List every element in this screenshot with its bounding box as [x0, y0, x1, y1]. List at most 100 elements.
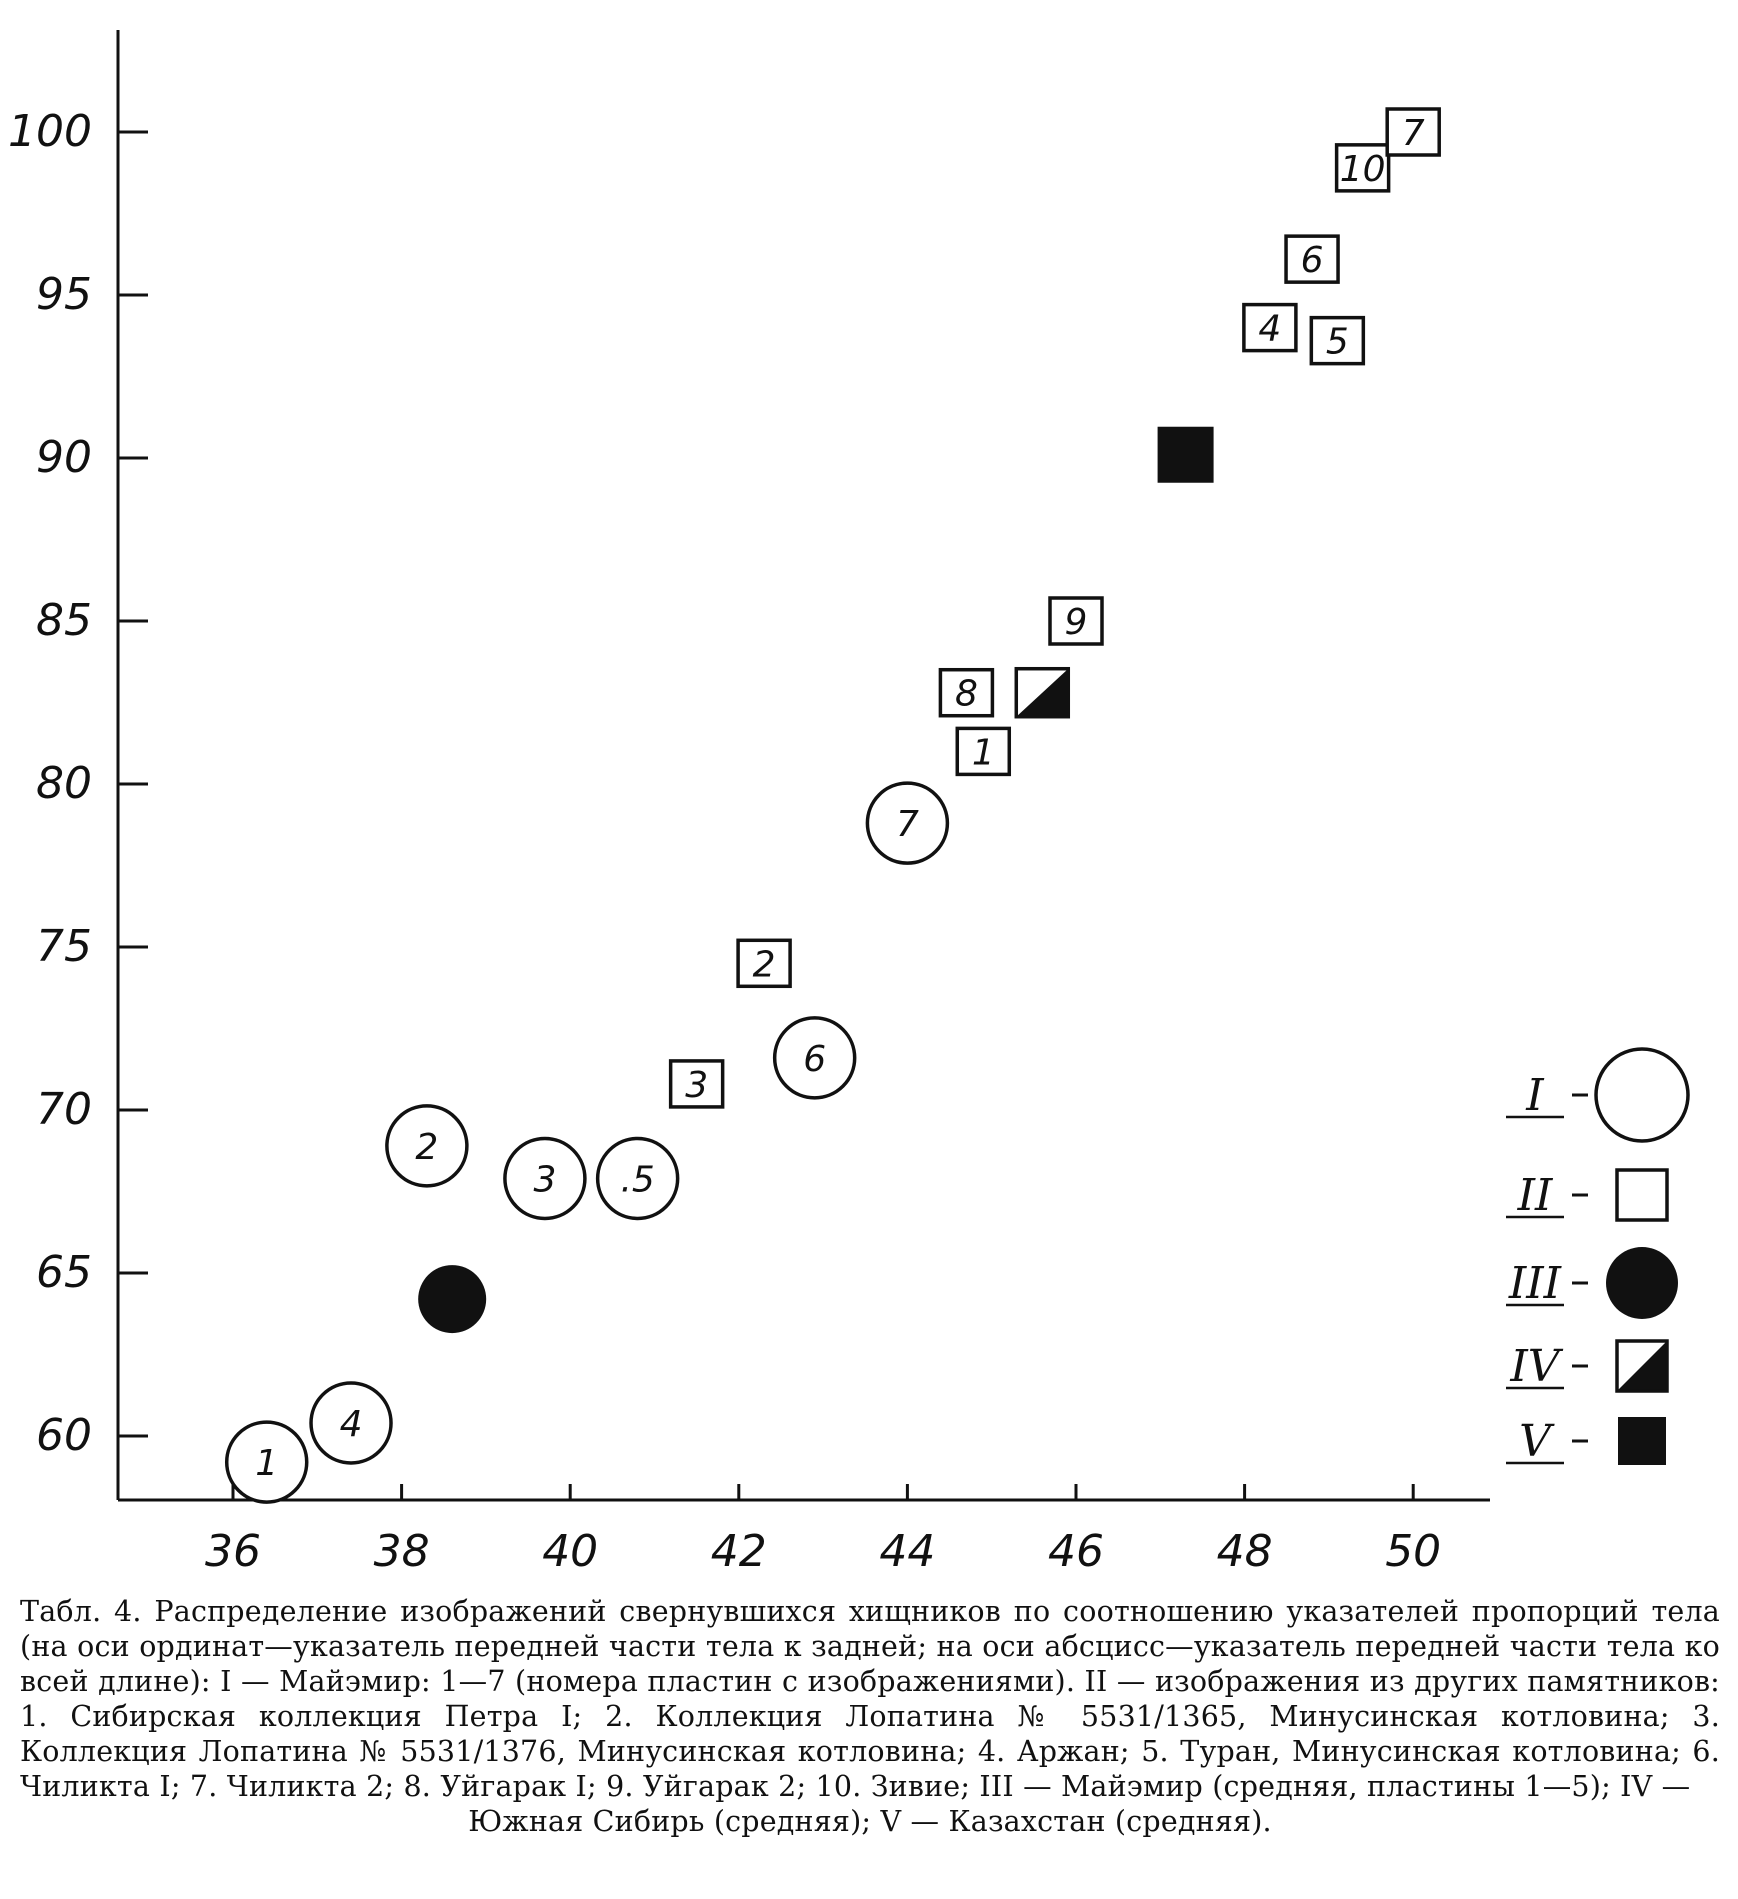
marker-half-fill — [1016, 668, 1069, 717]
x-ticks: 36 38 40 42 44 46 48 50 — [205, 1484, 1441, 1570]
data-point-square-open: 5 — [1309, 315, 1366, 366]
caption-text: Табл. 4. Распределение изображений сверн… — [20, 1595, 1720, 1803]
y-tick-label: 65 — [36, 1247, 92, 1298]
marker-circle-open — [595, 1136, 680, 1221]
caption-last-line: Южная Сибирь (средняя); V — Казахстан (с… — [468, 1805, 1272, 1838]
marker-square-open — [1284, 234, 1340, 284]
data-point-circle-open: 7 — [865, 781, 950, 865]
y-tick-label: 75 — [36, 921, 92, 972]
data-point-label: 4 — [340, 1404, 363, 1445]
x-tick-label: 50 — [1385, 1526, 1441, 1570]
legend-label: III — [1508, 1258, 1563, 1309]
marker-square-open — [938, 667, 995, 718]
legend-symbol — [1594, 1047, 1690, 1143]
marker-square-open — [668, 1059, 725, 1109]
y-tick-label: 95 — [36, 269, 92, 320]
marker-circle-open — [385, 1104, 469, 1188]
axes — [116, 30, 1490, 1502]
x-tick-label: 36 — [205, 1526, 261, 1570]
data-point-square-open: 2 — [736, 938, 792, 989]
marker-square-open — [1615, 1168, 1669, 1222]
marker-square-open — [1385, 107, 1441, 157]
x-tick-label: 38 — [374, 1526, 430, 1570]
marker-square-open — [955, 726, 1012, 777]
data-point-circle-open: .5 — [595, 1136, 680, 1221]
data-point-square-open: 4 — [1242, 302, 1298, 353]
y-tick-label: 80 — [36, 758, 92, 809]
marker-circle-filled — [418, 1265, 487, 1334]
data-point-square-open: 8 — [938, 667, 995, 718]
data-point-label: 10 — [1340, 149, 1386, 190]
data-point-label: 2 — [753, 944, 776, 985]
figure-caption: Табл. 4. Распределение изображений сверн… — [20, 1594, 1720, 1839]
legend-label: V — [1519, 1416, 1555, 1467]
y-tick-label: 100 — [8, 106, 92, 157]
marker-circle-open — [503, 1136, 587, 1221]
x-tick-label: 46 — [1048, 1526, 1104, 1570]
x-tick-label: 42 — [711, 1526, 767, 1570]
legend-symbol — [1615, 1339, 1669, 1393]
x-tick-label: 40 — [542, 1526, 598, 1570]
data-point-label: 5 — [1326, 322, 1349, 363]
legend-symbol — [1606, 1247, 1678, 1319]
legend-label: I — [1525, 1070, 1545, 1121]
data-point-label: 3 — [533, 1159, 556, 1200]
marker-square-outline — [1014, 666, 1071, 719]
data-point-label: 7 — [896, 804, 919, 845]
legend-symbol — [1618, 1417, 1666, 1465]
data-point-circle-filled — [418, 1265, 487, 1334]
marker-square-open — [1309, 315, 1366, 366]
marker-circle-open — [224, 1420, 309, 1504]
data-point-square-open: 6 — [1284, 234, 1340, 284]
data-point-label: .5 — [620, 1159, 654, 1200]
data-point-square-open: 3 — [668, 1059, 725, 1109]
data-point-label: 9 — [1065, 602, 1088, 643]
marker-square-open — [736, 938, 792, 989]
data-point-label: 7 — [1402, 113, 1425, 154]
legend-item: V — [1506, 1416, 1666, 1467]
data-point-circle-open: 6 — [772, 1016, 857, 1100]
legend-label: IV — [1509, 1341, 1563, 1392]
marker-circle-filled — [1606, 1247, 1678, 1319]
data-point-square-half — [1014, 666, 1071, 719]
marker-square-filled — [1618, 1417, 1666, 1465]
legend-item: II — [1506, 1168, 1669, 1222]
marker-circle-open — [772, 1016, 857, 1100]
marker-circle-open — [1594, 1047, 1690, 1143]
data-point-label: 6 — [1301, 240, 1324, 281]
y-tick-label: 70 — [36, 1084, 92, 1135]
y-tick-label: 85 — [36, 595, 92, 646]
data-point-square-open: 1 — [955, 726, 1012, 777]
legend-item: I — [1506, 1047, 1690, 1143]
data-point-square-open: 9 — [1048, 596, 1104, 646]
marker-square-filled — [1157, 426, 1214, 483]
data-point-square-filled — [1157, 426, 1214, 483]
x-tick-label: 48 — [1217, 1526, 1273, 1570]
y-tick-label: 90 — [36, 432, 92, 483]
data-point-circle-open: 3 — [503, 1136, 587, 1221]
data-point-label: 3 — [685, 1065, 708, 1106]
data-point-label: 1 — [972, 732, 995, 773]
marker-square-open — [1334, 143, 1391, 193]
legend-symbol — [1615, 1168, 1669, 1222]
data-point-circle-open: 2 — [385, 1104, 469, 1188]
data-point-square-open: 10 — [1334, 143, 1391, 193]
data-point-label: 4 — [1258, 309, 1281, 350]
y-ticks: 60 65 70 75 80 85 90 95 100 — [8, 106, 148, 1461]
marker-square-open — [1242, 302, 1298, 353]
y-tick-label: 60 — [36, 1410, 92, 1461]
marker-square-open — [1048, 596, 1104, 646]
data-point-label: 8 — [955, 674, 978, 715]
data-point-square-open: 7 — [1385, 107, 1441, 157]
data-point-label: 6 — [803, 1039, 826, 1080]
data-point-label: 2 — [415, 1127, 438, 1168]
marker-square-outline — [1615, 1339, 1669, 1393]
marker-half-fill — [1617, 1341, 1667, 1391]
legend-label: II — [1517, 1170, 1554, 1221]
legend-item: IV — [1506, 1339, 1669, 1393]
x-tick-label: 44 — [879, 1526, 935, 1570]
data-point-label: 1 — [255, 1443, 278, 1484]
